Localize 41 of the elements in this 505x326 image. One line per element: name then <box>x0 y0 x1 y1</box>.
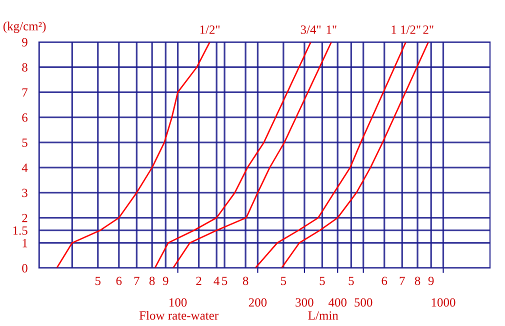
y-tick-label: 5 <box>22 138 28 147</box>
text: 2 <box>196 276 202 286</box>
text: L/min <box>308 311 338 320</box>
y-tick-label: 1 <box>22 238 28 248</box>
text: 5 <box>95 276 101 286</box>
x-tick-label: 400 <box>328 298 347 307</box>
text: 9 <box>162 276 168 286</box>
y-tick-label: 3 <box>22 188 28 198</box>
x-tick-label: 300 <box>296 298 314 307</box>
y-tick-label: 1.5 <box>13 226 28 235</box>
text: 5 <box>281 276 286 286</box>
x-tick-label: 500 <box>354 298 372 307</box>
x-tick-label: 200 <box>248 298 267 307</box>
text: 5 <box>320 276 325 286</box>
y-tick-label: 2 <box>22 214 28 222</box>
text: 7 <box>400 276 405 286</box>
text: 9 <box>428 276 434 286</box>
series-label: 1/2" <box>200 26 220 34</box>
text: 8 <box>242 276 248 286</box>
text: 4 <box>214 276 220 286</box>
y-tick-label: 0 <box>22 264 28 272</box>
x-axis-title: Flow rate-water <box>139 310 218 320</box>
y-tick-label: 4 <box>22 164 28 172</box>
x-tick-label: 1000 <box>432 298 456 307</box>
text: 6 <box>382 276 388 286</box>
series-label: 1 1/2" <box>392 26 420 34</box>
series-label: 3/4" <box>300 26 321 34</box>
text: 7 <box>134 276 140 286</box>
text: 5 <box>222 276 228 286</box>
text: 5 <box>348 276 354 286</box>
series-label: 1" <box>326 26 336 34</box>
y-tick-label: 8 <box>22 63 28 72</box>
text: 8 <box>414 276 420 286</box>
text: 8 <box>149 276 155 286</box>
series-label: 2" <box>423 26 434 34</box>
y-tick-label: 7 <box>22 88 28 97</box>
y-axis-title: (kg/cm²) <box>3 22 46 33</box>
text: 6 <box>116 276 122 286</box>
y-tick-label: 9 <box>22 38 28 46</box>
y-tick-label: 6 <box>22 113 28 122</box>
x-tick-label: 100 <box>170 298 187 307</box>
